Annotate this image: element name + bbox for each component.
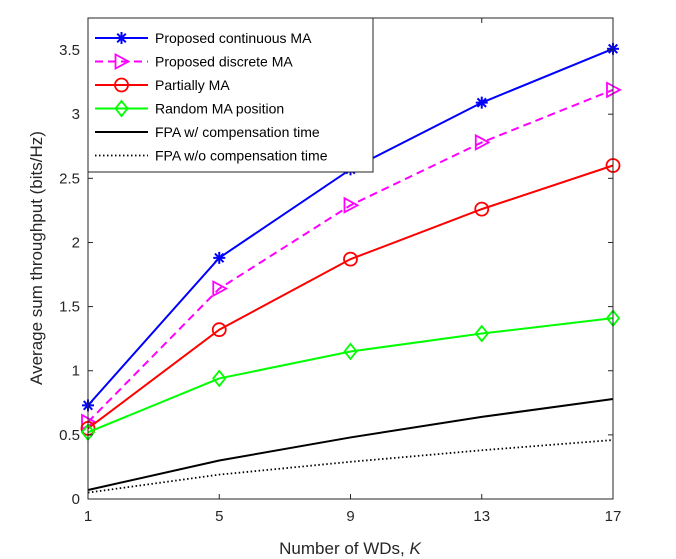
series-proposed-discrete-ma-line [87, 88, 614, 423]
y-tick-label: 3.5 [59, 42, 80, 59]
series-proposed-discrete-ma-point-1 [212, 280, 229, 298]
series-fpa-w-compensation-time [87, 397, 614, 491]
ticks-layer: 1 5 9 13 17 0 0.5 1 1.5 2 2.5 3 3.5 [59, 18, 621, 525]
legend: Proposed continuous MA Proposed discrete … [87, 17, 374, 173]
x-axis-label-variable: K [410, 539, 422, 558]
series-proposed-continuous-ma-point-3 [475, 96, 488, 109]
series-partially-ma-point-2 [343, 251, 358, 267]
y-tick-label: 3 [72, 106, 80, 123]
series-proposed-discrete-ma-point-2 [343, 196, 360, 214]
legend-box [87, 17, 374, 173]
legend-entry-fpa-w-o-compensation-time-label: FPA w/o compensation time [155, 148, 328, 164]
series-fpa-w-compensation-time-line [87, 397, 614, 491]
y-axis-label: Average sum throughput (bits/Hz) [27, 131, 46, 385]
y-tick-label: 2.5 [59, 170, 80, 187]
y-tick-label: 0.5 [59, 427, 80, 444]
legend-entry-proposed-continuous-ma: Proposed continuous MA [95, 30, 312, 46]
series-random-ma-position-point-1 [212, 369, 227, 388]
series-partially-ma-point-1 [211, 322, 227, 338]
x-tick-label: 17 [605, 508, 622, 525]
legend-entry-proposed-discrete-ma-label: Proposed discrete MA [155, 54, 293, 70]
series-random-ma-position-point-3 [474, 324, 489, 343]
series-proposed-discrete-ma-point-3 [474, 133, 491, 151]
y-tick-label: 2 [72, 234, 80, 251]
series-fpa-w-o-compensation-time [87, 439, 614, 494]
series-random-ma-position-point-2 [343, 342, 358, 361]
series-random-ma-position-line [87, 317, 614, 434]
x-tick-label: 9 [346, 508, 354, 525]
legend-entry-fpa-w-compensation-time-label: FPA w/ compensation time [155, 124, 320, 140]
legend-entry-fpa-w-compensation-time: FPA w/ compensation time [95, 124, 320, 140]
series-proposed-continuous-ma-point-1 [213, 251, 226, 264]
legend-entry-fpa-w-o-compensation-time: FPA w/o compensation time [95, 148, 328, 164]
legend-entry-partially-ma-label: Partially MA [155, 77, 230, 93]
series-partially-ma-line [87, 164, 614, 430]
legend-entry-proposed-discrete-ma: Proposed discrete MA [95, 52, 293, 71]
x-tick-label: 13 [473, 508, 490, 525]
legend-entry-proposed-discrete-ma-marker [114, 52, 131, 71]
series-proposed-continuous-ma-point-1-stroke-3 [214, 252, 225, 263]
y-tick-label: 0 [72, 491, 80, 508]
legend-entry-partially-ma: Partially MA [95, 77, 230, 93]
series-proposed-continuous-ma-point-3-stroke-3 [476, 97, 487, 108]
legend-entry-random-ma-position: Random MA position [95, 99, 284, 118]
legend-entry-proposed-continuous-ma-marker [115, 32, 128, 44]
x-axis-label: Number of WDs, K [279, 539, 421, 558]
y-tick-label: 1 [72, 363, 80, 380]
y-tick-label: 1.5 [59, 299, 80, 316]
series-fpa-w-o-compensation-time-line [87, 439, 614, 494]
x-tick-label: 1 [84, 508, 92, 525]
legend-entry-proposed-continuous-ma-marker-stroke-3 [116, 32, 127, 44]
legend-entry-random-ma-position-marker [114, 99, 129, 118]
legend-entry-random-ma-position-label: Random MA position [155, 101, 284, 117]
x-tick-label: 5 [215, 508, 223, 525]
x-axis-label-text: Number of WDs, [279, 539, 409, 558]
legend-entry-proposed-continuous-ma-label: Proposed continuous MA [155, 30, 312, 46]
series-layer [80, 42, 622, 494]
series-partially-ma-point-3 [474, 201, 490, 217]
legend-entry-partially-ma-marker [114, 77, 129, 93]
